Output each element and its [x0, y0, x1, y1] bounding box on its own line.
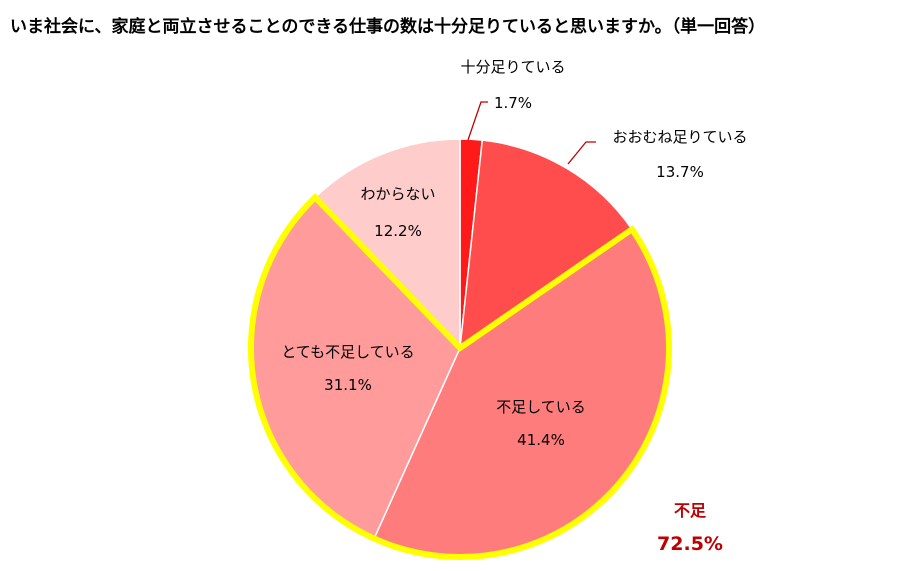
slice-label-dont-know: わからない [360, 185, 435, 203]
pie-slices [250, 138, 670, 558]
slice-label-mostly-sufficient: おおむね足りている [612, 128, 747, 146]
slice-value-sufficient: 1.7% [494, 94, 532, 112]
leader-line-mostly-sufficient [567, 141, 596, 165]
shortage-highlight-outline [247, 193, 672, 560]
chart-title: いま社会に、家庭と両立させることのできる仕事の数は十分足りていると思いますか。（… [10, 17, 766, 37]
slice-value-insufficient: 41.4% [517, 431, 565, 449]
shortage-total-label: 不足 [674, 501, 707, 520]
shortage-total-value: 72.5% [657, 533, 723, 555]
leader-line-sufficient [467, 101, 488, 141]
slice-label-insufficient: 不足している [496, 398, 586, 416]
slice-value-dont-know: 12.2% [374, 222, 422, 240]
slice-label-very-insufficient: とても不足している [281, 343, 414, 361]
leader-lines [467, 101, 596, 165]
slice-value-mostly-sufficient: 13.7% [656, 163, 704, 181]
pie-slice-mostly-sufficient [459, 139, 634, 350]
pie-slice-dont-know [314, 138, 461, 350]
slice-value-very-insufficient: 31.1% [324, 376, 372, 394]
slice-label-sufficient: 十分足りている [460, 58, 565, 76]
